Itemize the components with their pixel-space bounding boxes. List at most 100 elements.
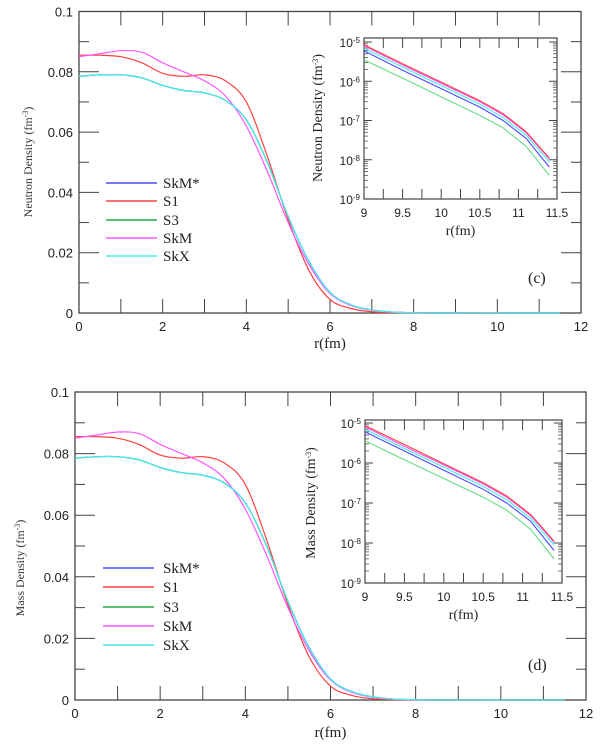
inset-y-tick-exponent: -9	[354, 577, 362, 586]
inset-y-tick-exponent: -5	[353, 36, 361, 45]
inset-chart: 9 9.5 10 10.5 11 11.510-910-810-710-610-5r(fm…	[304, 417, 574, 624]
y-tick-label: 0.02	[44, 631, 69, 646]
inset-y-axis-label: Neutron Density (fm-3)	[311, 54, 327, 182]
inset-series-line-skx	[364, 428, 555, 546]
legend: SkM* S1 S3 SkM SkX	[103, 561, 200, 654]
inset-y-tick-label: 10-7	[341, 497, 362, 512]
y-tick-label: 0.08	[48, 65, 73, 80]
inset-y-tick-exponent: -8	[353, 153, 361, 162]
inset-y-tick-label: 10-9	[341, 577, 362, 592]
legend-label: SkX	[163, 638, 190, 654]
inset-x-tick-label: 9	[362, 590, 369, 604]
inset-y-tick-base: 10	[340, 193, 354, 207]
panel-label: (c)	[528, 270, 546, 287]
legend-label: SkM	[163, 619, 192, 635]
inset-y-tick-label: 10-8	[340, 153, 361, 168]
inset-frame	[363, 37, 558, 200]
legend-label: S1	[163, 194, 179, 210]
inset-series-line-s1	[363, 44, 550, 159]
series-line-skx	[78, 73, 561, 314]
inset-x-tick-label: 11	[516, 590, 529, 604]
x-tick-label: 12	[574, 319, 588, 334]
legend-label: SkM	[163, 231, 192, 247]
x-tick-label: 4	[243, 319, 250, 334]
y-tick-label: 0.08	[44, 447, 69, 462]
inset-y-tick-label: 10-6	[341, 457, 362, 472]
inset-y-tick-base: 10	[341, 457, 355, 471]
y-axis-label-exponent: -3	[21, 111, 30, 118]
inset-y-tick-exponent: -6	[354, 457, 362, 466]
inset-x-tick-label: 9	[361, 206, 368, 220]
inset-y-tick-exponent: -7	[353, 114, 361, 123]
inset-x-tick-label: 10	[435, 206, 449, 220]
y-axis-label-text: Neutron Density (fm	[21, 117, 35, 218]
y-tick-label: 0.1	[51, 385, 69, 400]
inset-series-line-skm	[364, 426, 555, 543]
legend-label: S3	[163, 600, 179, 616]
inset-y-tick-label: 10-6	[340, 75, 361, 90]
inset-x-tick-label: 10	[437, 590, 451, 604]
legend-label: SkX	[163, 249, 190, 265]
y-tick-label: 0	[62, 693, 69, 708]
y-axis-label-text: Mass Density (fm	[304, 458, 319, 558]
y-axis-label-exponent: -3	[304, 452, 313, 459]
inset-y-tick-base: 10	[340, 75, 354, 89]
inset-series-line-s3	[364, 440, 555, 560]
y-tick-label: 0.04	[44, 570, 69, 585]
y-axis-label: Mass Density (fm-3)	[13, 520, 28, 617]
x-tick-label: 8	[410, 319, 417, 334]
inset-y-tick-base: 10	[340, 36, 354, 50]
inset-series-line-skm	[363, 45, 550, 160]
inset-x-tick-label: 9.5	[394, 206, 411, 220]
y-tick-label: 0	[66, 306, 73, 321]
legend-label: S1	[163, 580, 179, 596]
inset-x-tick-label: 10.5	[468, 206, 492, 220]
inset-x-tick-label: 9.5	[396, 590, 413, 604]
inset-y-tick-label: 10-7	[340, 114, 361, 129]
x-tick-label: 0	[71, 706, 78, 721]
x-tick-label: 2	[157, 706, 164, 721]
inset-y-tick-base: 10	[341, 497, 355, 511]
inset-y-tick-base: 10	[341, 417, 355, 431]
legend-label: SkM*	[163, 176, 200, 192]
x-tick-label: 0	[75, 319, 82, 334]
inset-y-tick-exponent: -9	[353, 193, 361, 202]
y-tick-label: 0.02	[48, 246, 73, 261]
inset-x-tick-label: 10.5	[472, 590, 496, 604]
inset-x-tick-label: 11.5	[551, 590, 574, 604]
x-tick-label: 10	[494, 706, 508, 721]
inset-y-tick-label: 10-9	[340, 193, 361, 208]
inset-frame	[364, 419, 563, 584]
inset-y-tick-exponent: -5	[354, 417, 362, 426]
legend-label: S3	[163, 213, 179, 229]
y-axis-label-text: Neutron Density (fm	[311, 65, 326, 182]
y-tick-label: 0.06	[48, 125, 73, 140]
y-axis-label-close: )	[21, 107, 35, 111]
series-line-skx	[74, 455, 565, 701]
inset-x-tick-label: 11.5	[546, 206, 569, 220]
y-axis-label-close: )	[13, 520, 27, 524]
x-tick-label: 6	[327, 706, 334, 721]
y-tick-label: 0.1	[55, 5, 73, 20]
panel-label: (d)	[528, 657, 547, 674]
inset-y-tick-base: 10	[341, 577, 355, 591]
inset-y-tick-base: 10	[340, 154, 354, 168]
x-tick-label: 10	[490, 319, 504, 334]
y-axis-label: Neutron Density (fm-3)	[21, 107, 36, 218]
legend: SkM* S1 S3 SkM SkX	[106, 176, 200, 265]
inset-y-tick-label: 10-5	[340, 36, 361, 51]
x-tick-label: 4	[242, 706, 249, 721]
inset-chart: 9 9.5 10 10.5 11 11.510-910-810-710-610-5r(fm…	[311, 36, 569, 240]
x-tick-label: 2	[159, 319, 166, 334]
inset-y-tick-label: 10-8	[341, 537, 362, 552]
inset-y-tick-exponent: -8	[354, 537, 362, 546]
legend-label: SkM*	[163, 561, 200, 577]
inset-x-tick-label: 11	[512, 206, 525, 220]
x-tick-label: 8	[412, 706, 419, 721]
inset-y-tick-base: 10	[341, 537, 355, 551]
inset-x-axis-label: r(fm)	[446, 224, 476, 239]
panel-d: 0 2 4 6 8 10 12 0 0.02 0.04 0.06 0.08 0.1 r(fm) Mass D…	[13, 385, 594, 741]
inset-y-tick-label: 10-5	[341, 417, 362, 432]
